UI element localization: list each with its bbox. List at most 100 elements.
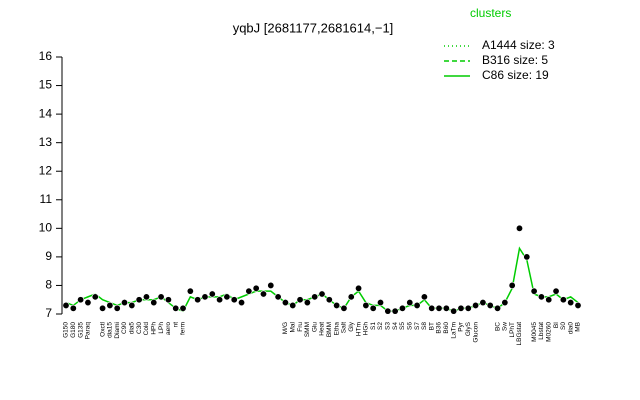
data-point [406, 299, 414, 307]
data-point [472, 301, 480, 309]
data-point [164, 296, 172, 304]
data-point [267, 281, 275, 289]
data-point [99, 304, 107, 312]
legend-label: C86 size: 19 [482, 68, 549, 82]
data-point [303, 299, 311, 307]
x-tick-label: BMM [326, 322, 333, 337]
data-point [369, 304, 377, 312]
data-point [216, 296, 224, 304]
x-tick-label: BC [494, 322, 501, 331]
data-point [494, 304, 502, 312]
data-point [172, 304, 180, 312]
data-point [77, 296, 85, 304]
x-tick-label: Pyr [458, 321, 465, 332]
data-point [479, 299, 487, 307]
y-tick-label: 12 [39, 163, 53, 177]
x-tick-label: HTm [355, 322, 362, 336]
data-point [223, 293, 231, 301]
x-tick-label: HPh [150, 322, 157, 335]
x-tick-label: S7 [414, 322, 421, 330]
x-tick-label: S2 [377, 322, 384, 330]
data-point [230, 296, 238, 304]
y-tick-label: 13 [39, 135, 53, 149]
data-point [515, 224, 523, 232]
data-point [545, 296, 553, 304]
data-point [559, 296, 567, 304]
data-point [428, 304, 436, 312]
x-tick-label: LaTm [450, 322, 457, 339]
x-tick-label: aero [165, 322, 172, 335]
y-tick-label: 10 [39, 221, 53, 235]
data-point [457, 304, 465, 312]
data-point [106, 301, 114, 309]
data-point [413, 301, 421, 309]
x-tick-label: S1 [370, 322, 377, 330]
data-point [442, 304, 450, 312]
x-tick-label: S0 [560, 322, 567, 330]
data-point [420, 293, 428, 301]
data-point [355, 284, 363, 292]
x-tick-label: HGh [363, 322, 370, 336]
x-tick-label: C30 [136, 322, 143, 334]
y-tick-label: 8 [45, 278, 52, 292]
x-tick-label: Etha [333, 322, 340, 336]
data-point [91, 293, 99, 301]
legend-label: B316 size: 5 [482, 53, 548, 67]
data-point [252, 284, 260, 292]
x-tick-label: M/G [282, 322, 289, 334]
x-tick-label: G135 [77, 322, 84, 338]
cluster-line [65, 246, 579, 313]
data-point [537, 293, 545, 301]
data-point [340, 304, 348, 312]
x-tick-label: Fru [297, 322, 304, 332]
x-tick-label: Diami [114, 322, 121, 339]
data-point [186, 287, 194, 295]
data-point [69, 304, 77, 312]
y-tick-label: 11 [40, 192, 53, 206]
data-point [208, 290, 216, 298]
data-point [347, 293, 355, 301]
x-tick-label: LPh [158, 322, 165, 334]
x-tick-label: S5 [399, 322, 406, 330]
data-point [62, 301, 70, 309]
data-point [274, 293, 282, 301]
data-point [391, 307, 399, 315]
y-tick-label: 15 [39, 78, 53, 92]
x-tick-label: Glucon [472, 322, 479, 343]
x-tick-label: Gly [348, 321, 355, 332]
data-point [194, 296, 202, 304]
data-point [377, 299, 385, 307]
x-tick-label: dia5 [129, 322, 136, 335]
x-tick-label: S6 [406, 322, 413, 330]
data-point [574, 301, 582, 309]
x-tick-label: Sw [502, 322, 509, 331]
y-tick-label: 14 [39, 106, 53, 120]
x-tick-label: Salt [341, 322, 348, 333]
x-tick-label: BT [428, 322, 435, 330]
data-point [128, 301, 136, 309]
x-tick-label: GlyS [465, 321, 472, 336]
x-tick-label: Oxctl [99, 321, 106, 336]
data-point [150, 299, 158, 307]
data-point [121, 299, 129, 307]
data-point [523, 253, 531, 261]
legend-label: A1444 size: 3 [482, 38, 555, 52]
x-tick-label: SMM [304, 322, 311, 337]
chart-title: yqbJ [2681177,2681614,−1] [233, 20, 394, 35]
x-tick-label: Heat [319, 322, 326, 336]
x-tick-label: S8 [421, 322, 428, 330]
data-point [281, 299, 289, 307]
y-tick-label: 16 [39, 49, 53, 63]
x-tick-label: dia0 [567, 322, 574, 335]
data-point [259, 290, 267, 298]
x-tick-label: G150 [63, 322, 70, 338]
data-point [325, 296, 333, 304]
data-point [464, 304, 472, 312]
data-point [142, 293, 150, 301]
x-tick-label: G180 [70, 322, 77, 338]
data-point [84, 299, 92, 307]
data-point [245, 287, 253, 295]
x-tick-label: nt [172, 322, 179, 328]
data-point [238, 299, 246, 307]
